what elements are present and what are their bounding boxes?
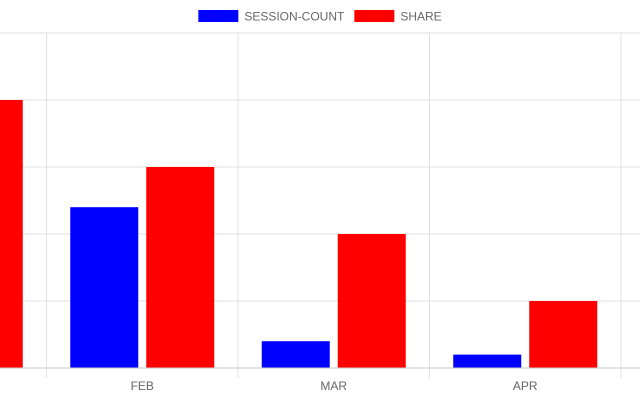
- bar-session-count-mar: [261, 341, 330, 368]
- bar-share-jan: [0, 100, 23, 368]
- bar-share-mar: [337, 234, 406, 368]
- x-tick-label: MAR: [320, 379, 347, 393]
- bar-share-apr: [529, 301, 598, 368]
- bar-share-feb: [146, 167, 215, 368]
- x-tick-label: APR: [513, 379, 538, 393]
- bar-session-count-apr: [453, 354, 522, 368]
- legend-swatch-share: [354, 10, 395, 22]
- legend-label: SESSION-COUNT: [244, 10, 345, 24]
- chart-bars: [0, 100, 598, 368]
- x-axis: JANFEBMARAPR: [0, 367, 640, 393]
- chart-legend: SESSION-COUNT SHARE: [198, 10, 442, 24]
- bar-session-count-feb: [70, 207, 139, 368]
- legend-swatch-session-count: [198, 10, 239, 22]
- x-tick-label: FEB: [131, 379, 154, 393]
- legend-label: SHARE: [400, 10, 441, 24]
